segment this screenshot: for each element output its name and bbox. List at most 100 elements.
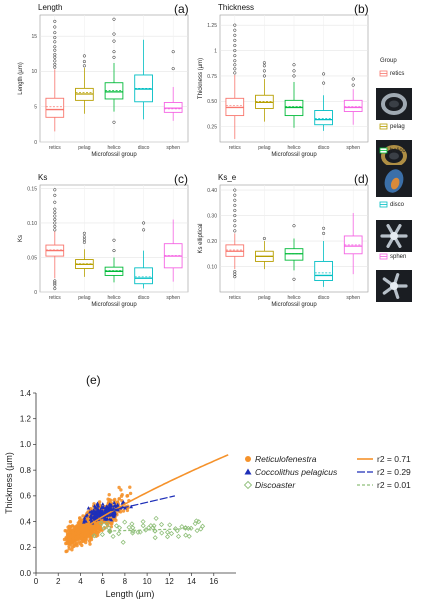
y-tick-label: 0.2: [20, 543, 32, 552]
y-tick-label: 0.6: [20, 492, 32, 501]
point-coccolithus-pelagicus: [98, 507, 103, 512]
x-axis-title: Microfossil group: [271, 152, 317, 158]
outlier-point: [171, 50, 175, 54]
legend-marker-discoaster: [243, 480, 253, 490]
x-tick-label: pelag: [258, 145, 270, 151]
point-coccolithus-pelagicus: [101, 502, 105, 506]
outlier-point: [53, 200, 57, 204]
outlier-point: [53, 228, 57, 232]
point-reticulofenestra: [117, 497, 121, 501]
box-disco: [134, 39, 153, 120]
point-reticulofenestra: [87, 539, 92, 543]
point-reticulofenestra: [119, 488, 123, 492]
x-tick-label: 10: [143, 577, 152, 586]
box-disco: [314, 72, 333, 131]
outlier-point: [82, 60, 86, 64]
point-reticulofenestra: [86, 530, 90, 535]
outlier-point: [233, 198, 237, 202]
outlier-point: [82, 64, 86, 68]
outlier-point: [112, 238, 116, 242]
outlier-point: [292, 69, 296, 73]
outlier-point: [53, 193, 57, 197]
point-reticulofenestra: [66, 532, 71, 537]
outlier-point: [233, 23, 237, 27]
point-coccolithus-pelagicus: [95, 501, 100, 505]
specimen-center: [390, 282, 398, 290]
y-tick-label: 0.8: [20, 466, 32, 475]
point-discoaster: [186, 533, 192, 539]
point-discoaster: [140, 519, 146, 525]
x-tick-label: disco: [318, 295, 330, 301]
y-axis-title: Ks elliptical: [198, 223, 204, 253]
x-tick-label: disco: [318, 145, 330, 151]
y-tick-label: 10: [31, 69, 37, 75]
point-reticulofenestra: [91, 526, 96, 530]
point-discoaster: [200, 523, 206, 529]
y-tick-label: 0.25: [207, 125, 217, 131]
point-discoaster: [135, 529, 141, 535]
outlier-point: [53, 48, 57, 52]
box-helico: [104, 238, 124, 283]
box-retics: [45, 188, 65, 291]
point-coccolithus-pelagicus: [92, 517, 97, 521]
legend-item-retics: retics: [376, 70, 412, 120]
point-coccolithus-pelagicus: [89, 518, 94, 522]
point-reticulofenestra: [125, 508, 130, 513]
outlier-point: [53, 62, 57, 66]
y-tick-label: 1.2: [20, 415, 32, 424]
point-reticulofenestra: [96, 531, 100, 535]
outlier-point: [262, 74, 266, 78]
legend-r2: r2 = 0.29: [377, 467, 411, 477]
legend-marker-coccolithus-pelagicus: [244, 468, 252, 475]
point-coccolithus-pelagicus: [82, 516, 87, 520]
specimen-center: [390, 232, 398, 240]
outlier-point: [82, 235, 86, 239]
point-reticulofenestra: [103, 520, 108, 524]
y-tick-label: 0.20: [207, 239, 217, 245]
outlier-point: [53, 217, 57, 222]
y-tick-label: 1.0: [20, 440, 32, 449]
legend-label: disco: [390, 202, 405, 208]
box-helico: [284, 224, 304, 281]
outlier-point: [262, 61, 266, 65]
point-reticulofenestra: [106, 497, 110, 501]
x-tick-label: 8: [123, 577, 128, 586]
point-coccolithus-pelagicus: [110, 506, 114, 511]
legend-item-disco: disco: [376, 201, 412, 252]
box-retics: [45, 19, 65, 132]
point-reticulofenestra: [68, 520, 73, 524]
outlier-point: [53, 221, 57, 225]
outlier-point: [351, 83, 355, 87]
x-tick-label: helico: [287, 295, 300, 301]
point-discoaster: [101, 525, 107, 531]
x-tick-label: pelag: [78, 295, 90, 301]
fit-line-discoaster: [108, 528, 192, 532]
point-discoaster: [129, 521, 135, 527]
point-coccolithus-pelagicus: [84, 514, 88, 518]
point-reticulofenestra: [128, 485, 132, 489]
outlier-point: [233, 33, 237, 37]
point-discoaster: [91, 533, 97, 539]
panel-title: Ks_e: [218, 173, 237, 182]
panel-title: Thickness: [218, 3, 254, 12]
x-axis-title: Microfossil group: [271, 302, 317, 308]
point-discoaster: [167, 522, 173, 528]
x-tick-label: helico: [287, 145, 300, 151]
y-tick-label: 0.10: [207, 264, 217, 270]
point-discoaster: [174, 528, 180, 534]
x-tick-label: 16: [209, 577, 218, 586]
box-helico: [104, 17, 124, 124]
outlier-point: [53, 52, 57, 57]
point-coccolithus-pelagicus: [95, 504, 100, 508]
x-tick-label: retics: [229, 295, 241, 301]
box-body: [134, 267, 153, 285]
point-coccolithus-pelagicus: [94, 513, 99, 517]
outlier-point: [112, 120, 116, 124]
outlier-point: [171, 67, 175, 71]
panel-label: (b): [354, 2, 369, 16]
point-discoaster: [185, 525, 191, 531]
point-reticulofenestra: [64, 529, 69, 533]
x-tick-label: 6: [100, 577, 105, 586]
outlier-point: [292, 74, 296, 78]
outlier-point: [233, 59, 237, 63]
